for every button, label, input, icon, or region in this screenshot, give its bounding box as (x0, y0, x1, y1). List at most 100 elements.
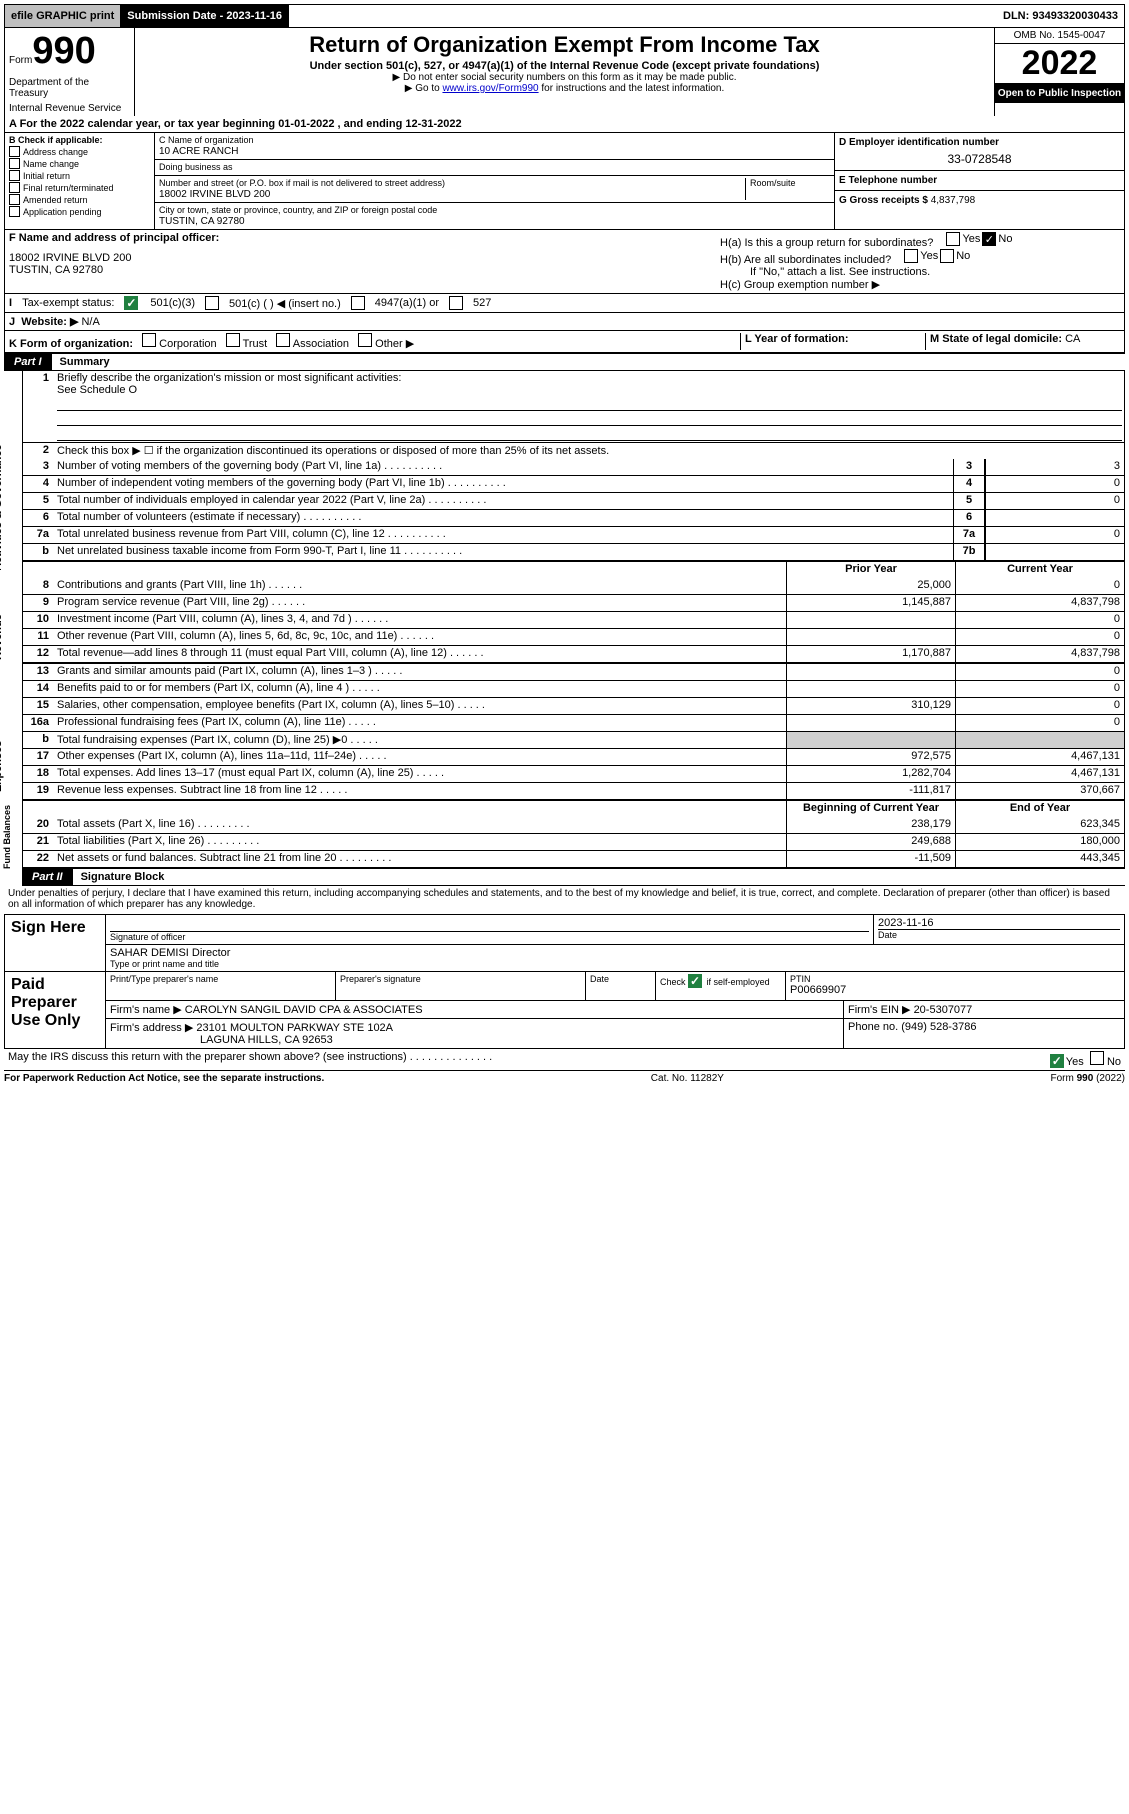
table-row: 22Net assets or fund balances. Subtract … (23, 850, 1124, 867)
table-row: 3Number of voting members of the governi… (23, 459, 1124, 475)
footer-mid: Cat. No. 11282Y (651, 1073, 724, 1084)
chk-address-change[interactable]: Address change (9, 146, 150, 157)
sig-officer-label: Signature of officer (110, 931, 869, 942)
table-row: 13Grants and similar amounts paid (Part … (23, 664, 1124, 680)
table-row: 14Benefits paid to or for members (Part … (23, 680, 1124, 697)
subtitle-1: Under section 501(c), 527, or 4947(a)(1)… (139, 60, 990, 72)
hb-yes[interactable] (904, 249, 918, 263)
prep-name-label: Print/Type preparer's name (110, 974, 331, 984)
paid-preparer-label: Paid Preparer Use Only (5, 972, 105, 1048)
subtitle-2b: ▶ Go to www.irs.gov/Form990 for instruct… (139, 83, 990, 94)
dln: DLN: 93493320030433 (997, 5, 1124, 27)
part1-title: Summary (52, 354, 118, 370)
firm-phone: (949) 528-3786 (901, 1021, 976, 1033)
gross-value: 4,837,798 (931, 195, 976, 206)
website-value: N/A (81, 316, 99, 328)
firm-name: CAROLYN SANGIL DAVID CPA & ASSOCIATES (185, 1004, 423, 1016)
chk-initial-return[interactable]: Initial return (9, 170, 150, 181)
part2-title: Signature Block (73, 869, 173, 885)
officer-addr1: 18002 IRVINE BLVD 200 (9, 252, 712, 264)
sig-date: 2023-11-16 (878, 917, 1120, 929)
hb-no[interactable] (940, 249, 954, 263)
firm-name-label: Firm's name ▶ (110, 1004, 182, 1016)
part1-revenue: Prior Year Current Year 8Contributions a… (22, 560, 1125, 662)
table-row: 7aTotal unrelated business revenue from … (23, 526, 1124, 543)
prep-sig-label: Preparer's signature (340, 974, 581, 984)
may-irs-row: May the IRS discuss this return with the… (4, 1049, 1125, 1071)
topbar: efile GRAPHIC print Submission Date - 20… (4, 4, 1125, 28)
chk-501c3[interactable]: ✓ (124, 296, 138, 310)
sig-date-label: Date (878, 929, 1120, 940)
box-c: C Name of organization 10 ACRE RANCH Doi… (155, 133, 834, 229)
ha-no[interactable]: ✓ (982, 232, 996, 246)
goto-post: for instructions and the latest informat… (539, 83, 725, 94)
opt-other: Other ▶ (375, 338, 414, 350)
tax-exempt-label: Tax-exempt status: (22, 297, 114, 309)
hdr-prior: Prior Year (786, 562, 955, 578)
city-label: City or town, state or province, country… (159, 205, 830, 215)
opt-trust: Trust (243, 338, 268, 350)
sign-here-label: Sign Here (5, 915, 105, 971)
opt-assoc: Association (293, 338, 349, 350)
form-header: Form990 Department of the Treasury Inter… (4, 28, 1125, 116)
efile-print-btn[interactable]: efile GRAPHIC print (5, 5, 121, 27)
part1-tab: Part I (4, 354, 52, 370)
opt-501c: 501(c) ( ) ◀ (insert no.) (229, 297, 341, 310)
table-row: 6Total number of volunteers (estimate if… (23, 509, 1124, 526)
table-row: 4Number of independent voting members of… (23, 475, 1124, 492)
table-row: bTotal fundraising expenses (Part IX, co… (23, 731, 1124, 748)
row-fh: F Name and address of principal officer:… (5, 229, 1124, 293)
dept-irs: Internal Revenue Service (9, 103, 130, 114)
opt-4947: 4947(a)(1) or (375, 297, 439, 309)
firm-ein: 20-5307077 (914, 1004, 973, 1016)
firm-addr2: LAGUNA HILLS, CA 92653 (200, 1034, 333, 1046)
table-row: 18Total expenses. Add lines 13–17 (must … (23, 765, 1124, 782)
ha-yes[interactable] (946, 232, 960, 246)
box-deg: D Employer identification number 33-0728… (834, 133, 1124, 229)
prep-date-label: Date (590, 974, 651, 984)
hb-note: If "No," attach a list. See instructions… (720, 266, 1120, 278)
part1-governance: 1 Briefly describe the organization's mi… (22, 371, 1125, 560)
firm-phone-label: Phone no. (848, 1021, 898, 1033)
mission-label: Briefly describe the organization's miss… (57, 372, 401, 384)
perjury-text: Under penalties of perjury, I declare th… (4, 886, 1125, 912)
chk-name-change[interactable]: Name change (9, 158, 150, 169)
part1-expenses: 13Grants and similar amounts paid (Part … (22, 662, 1125, 799)
table-row: 8Contributions and grants (Part VIII, li… (23, 578, 1124, 594)
table-row: 20Total assets (Part X, line 16) . . . .… (23, 817, 1124, 833)
vtab-netassets: Net Assets or Fund Balances (0, 799, 12, 869)
subtitle-2a: ▶ Do not enter social security numbers o… (139, 72, 990, 83)
addr-value: 18002 IRVINE BLVD 200 (159, 189, 745, 200)
firm-addr-label: Firm's address ▶ (110, 1022, 193, 1034)
line-2: Check this box ▶ ☐ if the organization d… (51, 443, 1124, 459)
chk-self-employed[interactable]: ✓ (688, 974, 702, 988)
signature-block: Sign Here Signature of officer 2023-11-1… (4, 914, 1125, 1049)
table-row: 15Salaries, other compensation, employee… (23, 697, 1124, 714)
may-irs-yes[interactable]: ✓ (1050, 1054, 1064, 1068)
city-value: TUSTIN, CA 92780 (159, 216, 830, 227)
org-name-label: C Name of organization (159, 135, 830, 145)
self-emp-label: if self-employed (707, 977, 770, 987)
may-irs-label: May the IRS discuss this return with the… (8, 1051, 407, 1063)
vtab-governance: Activities & Governance (0, 391, 4, 571)
goto-pre: ▶ Go to (405, 83, 443, 94)
room-label: Room/suite (750, 178, 830, 188)
firm-ein-label: Firm's EIN ▶ (848, 1004, 911, 1016)
footer-right: Form 990 (2022) (1051, 1073, 1125, 1084)
may-irs-no-label: No (1107, 1056, 1121, 1068)
chk-app-pending[interactable]: Application pending (9, 206, 150, 217)
chk-final-return[interactable]: Final return/terminated (9, 182, 150, 193)
firm-addr1: 23101 MOULTON PARKWAY STE 102A (196, 1022, 393, 1034)
officer-name: SAHAR DEMISI Director (110, 947, 1120, 959)
submission-date: Submission Date - 2023-11-16 (121, 5, 289, 27)
table-row: 21Total liabilities (Part X, line 26) . … (23, 833, 1124, 850)
table-row: 17Other expenses (Part IX, column (A), l… (23, 748, 1124, 765)
tax-year: 2022 (995, 44, 1124, 84)
chk-amended-return[interactable]: Amended return (9, 194, 150, 205)
hdr-end: End of Year (955, 801, 1124, 817)
irs-link[interactable]: www.irs.gov/Form990 (442, 83, 538, 94)
opt-501c3: 501(c)(3) (150, 297, 195, 309)
website-label: Website: ▶ (21, 316, 78, 328)
ein-value: 33-0728548 (839, 152, 1120, 166)
opt-corp: Corporation (159, 338, 216, 350)
